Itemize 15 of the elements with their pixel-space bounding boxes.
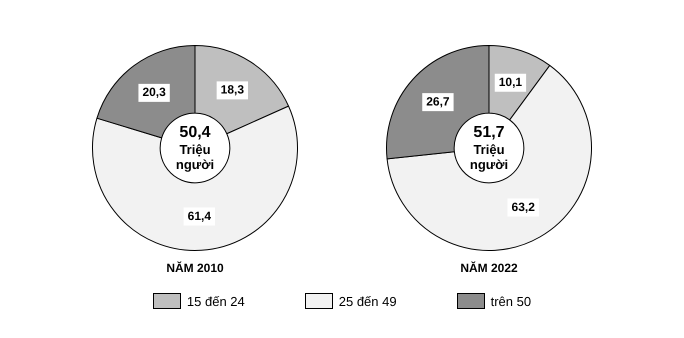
text: NĂM 2022	[460, 261, 518, 275]
legend-label: 15 đến 24	[186, 294, 245, 308]
legend-label: trên 50	[490, 294, 532, 308]
legend-label: 25 đến 49	[338, 294, 397, 308]
text: 51,7	[473, 124, 505, 140]
data-label: 10,1	[498, 75, 522, 90]
data-label: 26,7	[426, 94, 450, 108]
text: Triệu người	[468, 142, 510, 172]
text: NĂM 2010	[166, 261, 224, 275]
text: Triệu người	[174, 142, 216, 172]
text: 50,4	[179, 124, 211, 140]
data-label: 63,2	[512, 200, 536, 214]
data-label: 18,3	[220, 82, 244, 97]
data-label: 20,3	[142, 85, 166, 100]
data-label: 61,4	[188, 208, 212, 223]
